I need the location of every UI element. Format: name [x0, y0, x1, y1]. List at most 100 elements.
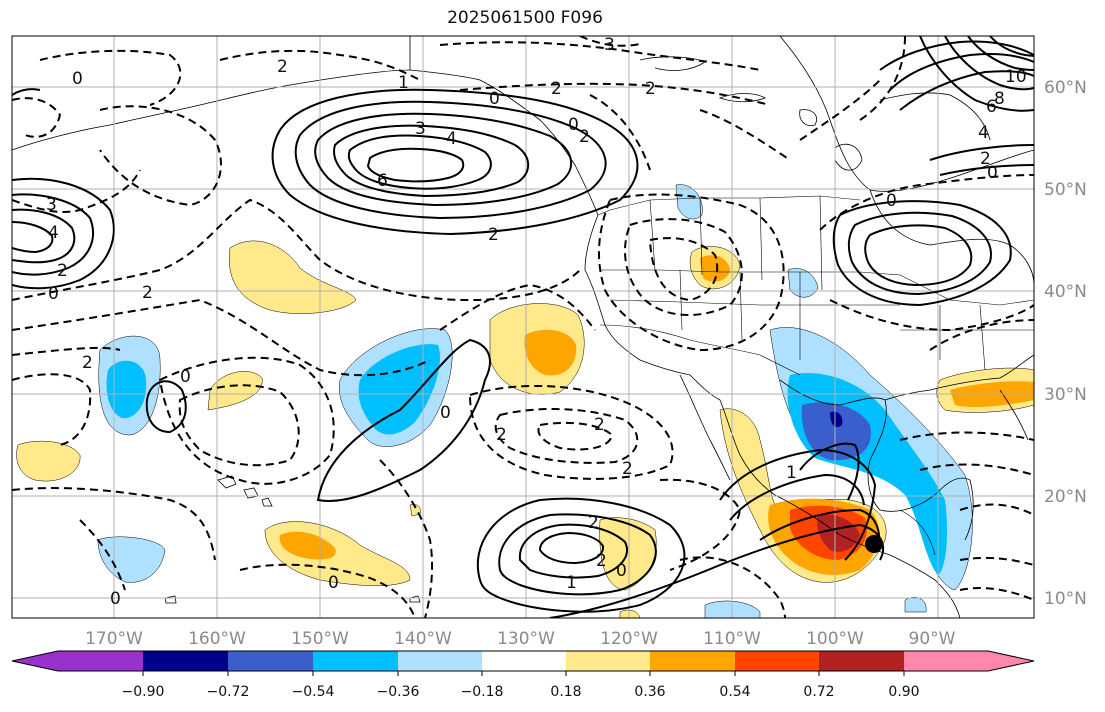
contour-dashed [12, 198, 581, 302]
colorbar: −0.90 −0.72 −0.54 −0.36 −0.18 0.18 0.36 … [11, 650, 1035, 700]
colorbar-label: 0.18 [550, 684, 581, 700]
lat-tick-label: 10°N [1044, 589, 1087, 609]
colorbar-segment-high-extend [988, 651, 1034, 671]
contour-label: 8 [994, 89, 1005, 109]
colorbar-segment [482, 651, 566, 671]
contour-solid [12, 88, 41, 96]
contour-label: 1 [786, 463, 797, 483]
colorbar-segment [566, 651, 650, 671]
contour-label: 2 [622, 459, 633, 479]
contour-label: 0 [110, 589, 121, 609]
coastline [779, 379, 974, 541]
coastline [869, 189, 1034, 286]
contour-label: 3 [46, 195, 57, 215]
colorbar-segment [650, 651, 735, 671]
contour-label: 2 [488, 225, 499, 245]
colorbar-segment [228, 651, 313, 671]
lon-tick-label: 90°W [909, 629, 956, 649]
contour-solid [967, 36, 1034, 71]
contour-solid [864, 224, 973, 287]
shade-blob [830, 411, 843, 428]
shade-blob [817, 514, 860, 552]
contour-label: 2 [645, 79, 656, 99]
contour-dashed [379, 459, 434, 618]
contour-solid [347, 134, 492, 190]
shade-blob [787, 268, 819, 298]
contour-dashed [959, 587, 1034, 601]
lat-tick-label: 30°N [1044, 385, 1087, 405]
contour-label: 2 [57, 261, 68, 281]
shade-blob [675, 184, 703, 220]
contour-label: 1 [398, 73, 409, 93]
contour-solid [145, 380, 187, 434]
colorbar-segment [735, 651, 819, 671]
lat-tick-label: 50°N [1044, 180, 1087, 200]
contour-label: 0 [440, 403, 451, 423]
island [409, 595, 421, 603]
shaded-field [16, 184, 1034, 618]
contour-label: 3 [415, 119, 426, 139]
lat-tick-label: 40°N [1044, 282, 1087, 302]
contour-solid [549, 523, 885, 618]
contour-label: 0 [48, 284, 59, 304]
contour-label: 2 [142, 283, 153, 303]
shade-blob [358, 344, 440, 435]
contour-dashed [799, 79, 881, 141]
lon-tick-label: 120°W [600, 629, 658, 649]
shade-blob [524, 329, 577, 376]
contour-solid [879, 40, 1034, 71]
lon-tick-label: 150°W [291, 629, 349, 649]
contour-dashed [929, 319, 1034, 351]
location-marker [865, 535, 883, 553]
contour-label: 4 [446, 129, 457, 149]
contour-solid [12, 221, 54, 254]
map-frame [11, 35, 1035, 619]
contour-dashed [178, 384, 300, 467]
contour-dashed [12, 346, 121, 356]
contour-solid [333, 124, 530, 198]
contour-solid [12, 193, 94, 276]
contour-dashed [12, 298, 431, 377]
contour-dashed [537, 421, 614, 451]
shade-blob [97, 536, 166, 583]
contour-dashed [494, 407, 639, 464]
contour-dashed [679, 556, 786, 618]
contour-solid [919, 36, 1034, 112]
contour-dashed [829, 299, 1034, 332]
shade-blob [228, 240, 357, 314]
contour-label: 0 [72, 69, 83, 89]
border [649, 195, 823, 291]
colorbar-label: −0.90 [122, 684, 165, 700]
contour-dashed [648, 237, 719, 302]
contour-dashed [12, 97, 62, 138]
shade-blob [619, 609, 641, 618]
coastline [799, 109, 817, 127]
colorbar-segment [143, 651, 228, 671]
island [164, 595, 177, 604]
graticule [12, 36, 1034, 618]
colorbar-segment [819, 651, 904, 671]
contour-label: 0 [180, 367, 191, 387]
shade-blob [801, 402, 871, 461]
contour-solid [939, 164, 1034, 176]
longitude-axis: 170°W 160°W 150°W 140°W 130°W 120°W 110°… [85, 629, 956, 649]
negative-contours [12, 36, 1034, 618]
contour-solid [294, 100, 607, 220]
lat-tick-label: 60°N [1044, 78, 1087, 98]
lon-tick-label: 100°W [806, 629, 864, 649]
contour-label: 0 [328, 573, 339, 593]
contour-dashed [79, 519, 126, 591]
lat-tick-label: 20°N [1044, 487, 1087, 507]
contour-dashed [219, 49, 421, 81]
map-layers: 3 0 2 1 0 2 3 4 6 0 2 2 3 4 2 0 2 2 0 6 … [12, 36, 1034, 618]
contour-solid [518, 523, 628, 579]
contour-solid [847, 211, 992, 296]
contour-solid [799, 442, 860, 501]
island [217, 475, 237, 489]
contour-label: 1 [566, 573, 577, 593]
map-title: 2025061500 F096 [447, 8, 603, 28]
colorbar-label: −0.54 [292, 684, 335, 700]
contour-solid [832, 200, 1012, 307]
positive-contours [12, 36, 1034, 618]
colorbar-segment [313, 651, 398, 671]
